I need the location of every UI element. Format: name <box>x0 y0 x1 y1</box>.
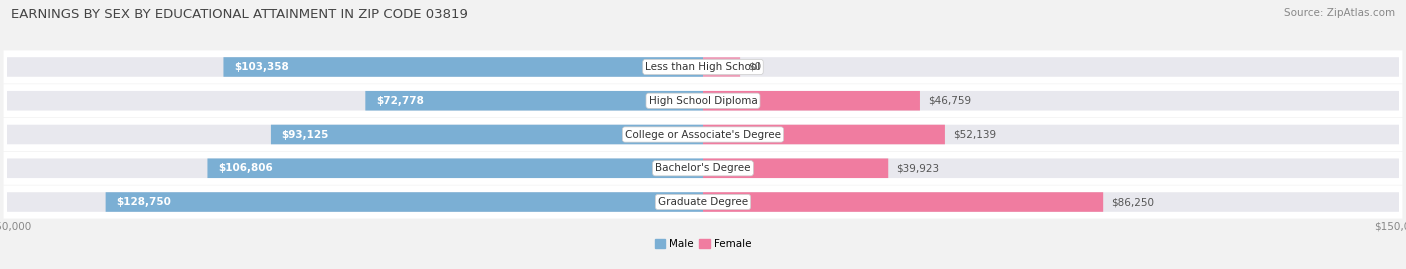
FancyBboxPatch shape <box>703 125 945 144</box>
Text: Graduate Degree: Graduate Degree <box>658 197 748 207</box>
Text: $128,750: $128,750 <box>117 197 172 207</box>
FancyBboxPatch shape <box>4 51 1402 84</box>
FancyBboxPatch shape <box>271 125 703 144</box>
FancyBboxPatch shape <box>4 185 1402 218</box>
Text: Bachelor's Degree: Bachelor's Degree <box>655 163 751 173</box>
FancyBboxPatch shape <box>7 91 1399 111</box>
FancyBboxPatch shape <box>7 158 1399 178</box>
FancyBboxPatch shape <box>208 158 703 178</box>
Text: Source: ZipAtlas.com: Source: ZipAtlas.com <box>1284 8 1395 18</box>
FancyBboxPatch shape <box>224 57 703 77</box>
Text: College or Associate's Degree: College or Associate's Degree <box>626 129 780 140</box>
FancyBboxPatch shape <box>4 84 1402 117</box>
Text: Less than High School: Less than High School <box>645 62 761 72</box>
Text: $46,759: $46,759 <box>928 96 972 106</box>
Text: $52,139: $52,139 <box>953 129 997 140</box>
FancyBboxPatch shape <box>703 91 920 111</box>
Text: High School Diploma: High School Diploma <box>648 96 758 106</box>
FancyBboxPatch shape <box>7 192 1399 212</box>
Legend: Male, Female: Male, Female <box>651 235 755 253</box>
Text: $0: $0 <box>748 62 762 72</box>
FancyBboxPatch shape <box>703 192 1104 212</box>
Text: $103,358: $103,358 <box>233 62 288 72</box>
FancyBboxPatch shape <box>703 57 740 77</box>
FancyBboxPatch shape <box>7 57 1399 77</box>
FancyBboxPatch shape <box>4 118 1402 151</box>
Text: $72,778: $72,778 <box>375 96 423 106</box>
FancyBboxPatch shape <box>4 152 1402 185</box>
Text: $106,806: $106,806 <box>218 163 273 173</box>
FancyBboxPatch shape <box>366 91 703 111</box>
FancyBboxPatch shape <box>105 192 703 212</box>
FancyBboxPatch shape <box>703 158 889 178</box>
Text: $93,125: $93,125 <box>281 129 329 140</box>
Text: $39,923: $39,923 <box>897 163 939 173</box>
Text: EARNINGS BY SEX BY EDUCATIONAL ATTAINMENT IN ZIP CODE 03819: EARNINGS BY SEX BY EDUCATIONAL ATTAINMEN… <box>11 8 468 21</box>
FancyBboxPatch shape <box>7 125 1399 144</box>
Text: $86,250: $86,250 <box>1112 197 1154 207</box>
